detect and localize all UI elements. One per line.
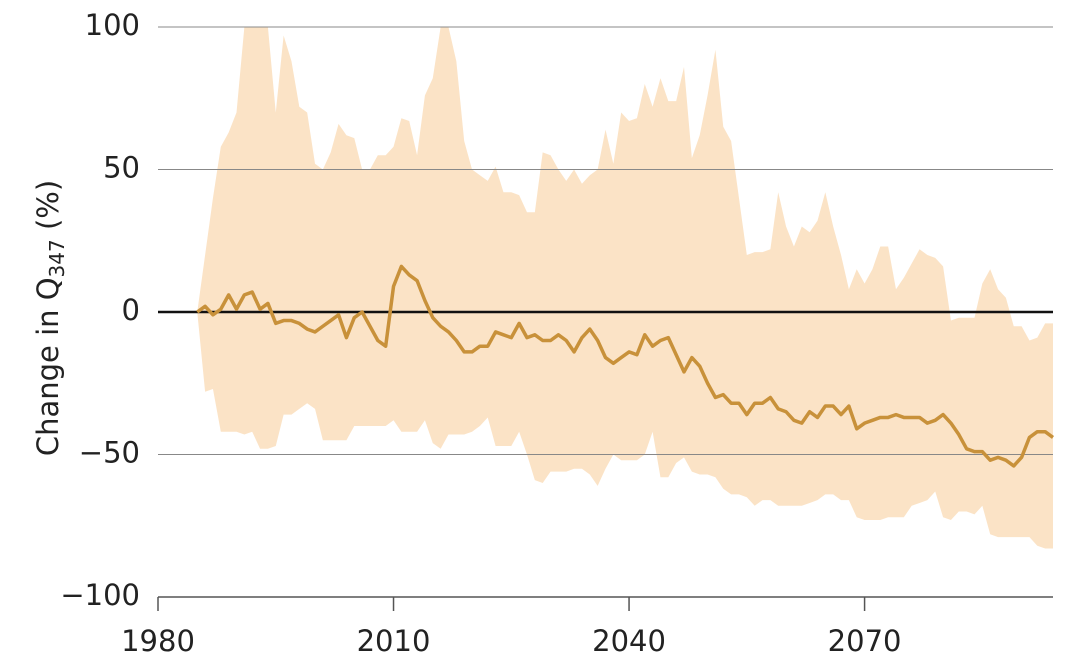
y-tick-label: 100	[85, 8, 140, 42]
y-axis-label: Change in Q347 (%)	[31, 180, 69, 456]
y-label-suffix: (%)	[31, 180, 65, 239]
x-tick-label: 2010	[357, 624, 431, 658]
x-tick-label: 1980	[121, 624, 195, 658]
y-tick-label: 50	[103, 151, 140, 185]
grid-layer	[157, 26, 1053, 611]
line-layer	[196, 264, 1055, 468]
median-line	[196, 264, 1055, 468]
y-label-subscript: 347	[45, 239, 69, 277]
y-tick-label: 0	[122, 293, 140, 327]
y-label-text: Change in Q	[31, 277, 65, 456]
y-tick-label: −50	[79, 436, 140, 470]
band-layer	[197, 27, 1053, 549]
x-tick-label: 2040	[592, 624, 666, 658]
uncertainty-band	[197, 27, 1053, 549]
y-tick-label: −100	[60, 578, 140, 612]
x-tick-label: 2070	[828, 624, 902, 658]
